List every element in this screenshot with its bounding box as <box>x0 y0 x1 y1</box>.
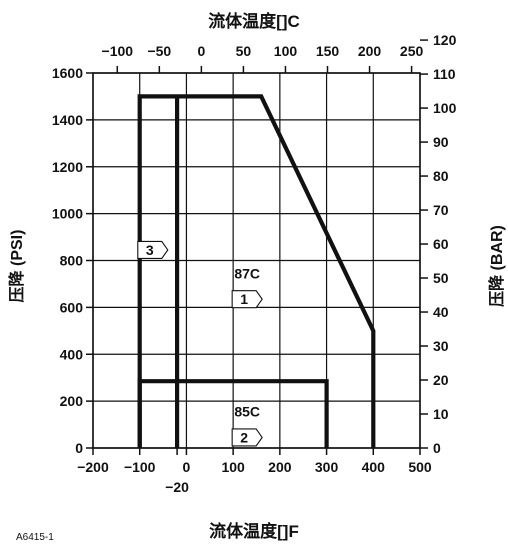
x-bottom-tick-label: 100 <box>221 459 245 475</box>
right-axis-title: 压降 (BAR) <box>487 225 506 307</box>
grid <box>92 72 421 449</box>
x-bottom-tick-label: 200 <box>268 459 292 475</box>
x-bottom-tick-label: 0 <box>183 459 191 475</box>
y-right-tick-label: 120 <box>433 32 457 48</box>
x-top-tick-label: −50 <box>147 43 171 59</box>
annotations: 3 87C 1 85C 2 <box>137 240 263 447</box>
x-top-tick-label: 50 <box>236 43 252 59</box>
x-bottom-tick-label: −200 <box>77 459 109 475</box>
x-bottom-tick-label: 500 <box>408 459 432 475</box>
annotation-marker: 3 <box>146 242 154 258</box>
y-left-tick-label: 600 <box>60 299 84 315</box>
annotation-label: 87C <box>234 265 260 281</box>
y-right-tick-label: 10 <box>433 406 449 422</box>
y-right-tick-label: 30 <box>433 338 449 354</box>
tick-labels: −200 −100 0 100 200 300 400 500−20−100 −50 0 50 100… <box>52 32 457 495</box>
x-top-tick-label: 200 <box>358 43 382 59</box>
series-lines <box>137 94 376 448</box>
figure-id: A6415-1 <box>16 532 54 543</box>
y-right-tick-label: 100 <box>433 100 457 116</box>
top-axis-title: 流体温度[]C <box>208 11 300 31</box>
x-top-tick-label: 0 <box>197 43 205 59</box>
y-left-tick-label: 0 <box>75 440 83 456</box>
annotation-marker: 2 <box>240 429 248 445</box>
x-top-tick-label: 250 <box>400 43 424 59</box>
x-bottom-extra-tick-label: −20 <box>165 479 189 495</box>
y-left-tick-label: 1400 <box>52 112 83 128</box>
y-left-tick-label: 1600 <box>52 65 83 81</box>
series-line-1 <box>137 94 376 448</box>
y-right-tick-label: 90 <box>433 134 449 150</box>
y-right-tick-label: 80 <box>433 168 449 184</box>
annotation-marker: 1 <box>240 291 248 307</box>
annotation-arrow-box <box>231 428 263 447</box>
y-right-tick-label: 0 <box>433 440 441 456</box>
axes <box>86 39 428 455</box>
x-bottom-tick-label: −100 <box>124 459 156 475</box>
series-line-2 <box>137 379 329 448</box>
y-left-tick-label: 1000 <box>52 206 83 222</box>
annotation-arrow-box <box>231 290 263 309</box>
x-top-tick-label: 150 <box>316 43 340 59</box>
y-right-tick-label: 110 <box>433 66 456 82</box>
x-top-tick-label: −100 <box>102 43 134 59</box>
y-left-tick-label: 200 <box>60 393 84 409</box>
y-left-tick-label: 400 <box>60 346 84 362</box>
left-axis-title: 压降 (PSI) <box>7 230 26 303</box>
annotation-arrow-box <box>137 240 169 260</box>
x-bottom-tick-label: 300 <box>315 459 339 475</box>
x-bottom-tick-label: 400 <box>362 459 386 475</box>
y-right-tick-label: 60 <box>433 236 449 252</box>
y-right-tick-label: 20 <box>433 372 449 388</box>
x-top-tick-label: 100 <box>274 43 298 59</box>
y-left-tick-label: 800 <box>60 253 84 269</box>
y-right-tick-label: 70 <box>433 202 449 218</box>
y-right-tick-label: 50 <box>433 270 449 286</box>
bottom-axis-title: 流体温度[]F <box>209 521 299 541</box>
y-right-tick-label: 40 <box>433 304 449 320</box>
y-left-tick-label: 1200 <box>52 159 83 175</box>
annotation-label: 85C <box>234 404 260 420</box>
